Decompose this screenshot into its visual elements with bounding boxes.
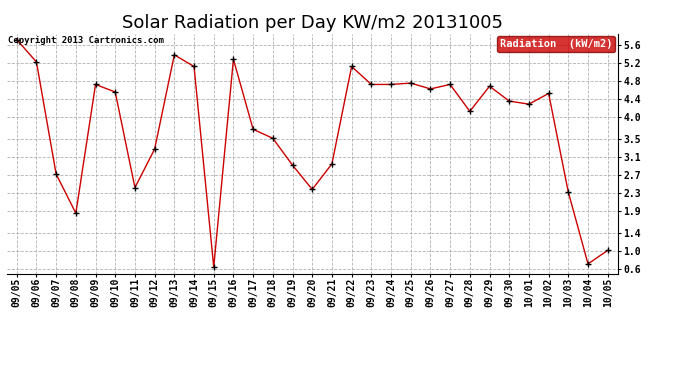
Title: Solar Radiation per Day KW/m2 20131005: Solar Radiation per Day KW/m2 20131005 (121, 14, 503, 32)
Text: Copyright 2013 Cartronics.com: Copyright 2013 Cartronics.com (8, 36, 164, 45)
Legend: Radiation  (kW/m2): Radiation (kW/m2) (497, 36, 615, 52)
